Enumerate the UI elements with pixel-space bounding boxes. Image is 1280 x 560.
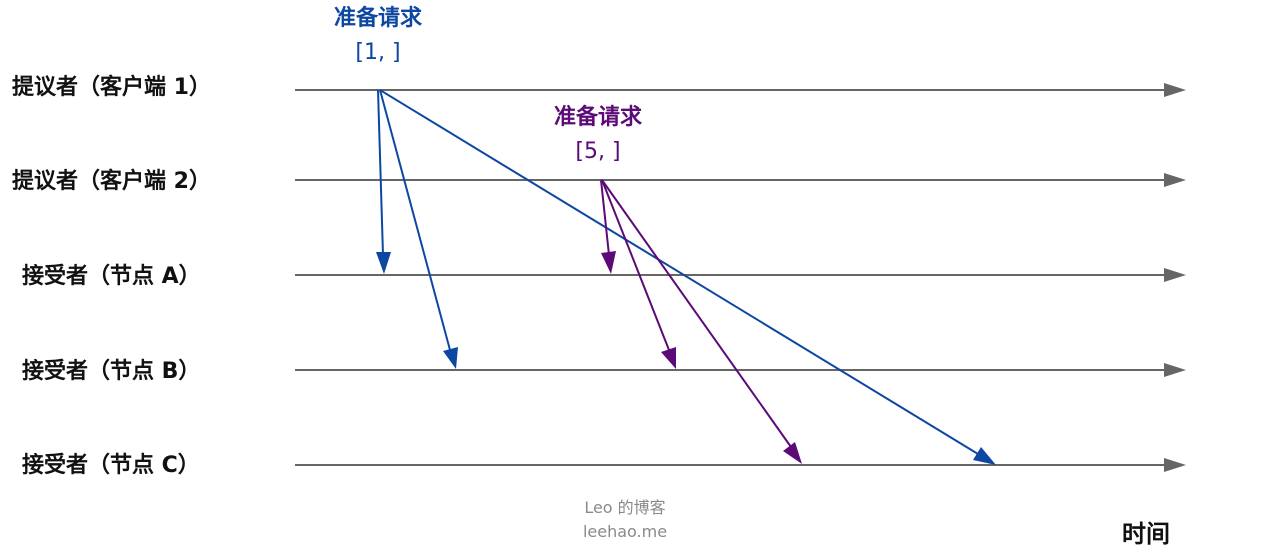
message-value: [1, ] xyxy=(355,40,401,65)
arrow-p2-to-b xyxy=(601,179,676,369)
message-value: [5, ] xyxy=(575,139,621,164)
watermark-line-1: Leo 的博客 xyxy=(584,498,666,517)
message-label-proposer-2: 准备请求 [5, ] xyxy=(538,101,658,169)
timeline-label-acceptor-b: 接受者（节点 B） xyxy=(22,359,201,384)
timeline-proposer-1 xyxy=(295,83,1186,97)
timeline-label-proposer-1: 提议者（客户端 1） xyxy=(12,75,211,100)
arrow-p2-to-a xyxy=(600,179,616,274)
watermark-line-2: leehao.me xyxy=(582,522,668,541)
timeline-acceptor-b xyxy=(295,363,1186,377)
message-title: 准备请求 xyxy=(333,6,422,31)
time-axis-caption: 时间 xyxy=(1122,520,1170,548)
arrow-p1-to-b xyxy=(379,89,458,369)
timeline-proposer-2 xyxy=(295,173,1186,187)
timeline-label-acceptor-c: 接受者（节点 C） xyxy=(22,453,200,478)
arrow-p2-to-c xyxy=(601,179,802,464)
arrow-p1-to-a xyxy=(376,89,391,274)
timeline-acceptor-a xyxy=(295,268,1186,282)
timeline-acceptor-c xyxy=(295,458,1186,472)
message-label-proposer-1: 准备请求 [1, ] xyxy=(318,2,438,70)
timeline-label-acceptor-a: 接受者（节点 A） xyxy=(22,264,201,289)
watermark: Leo 的博客 leehao.me xyxy=(540,496,710,544)
arrow-p1-to-c xyxy=(379,89,996,465)
message-title: 准备请求 xyxy=(553,105,642,130)
timeline-label-proposer-2: 提议者（客户端 2） xyxy=(12,169,211,194)
